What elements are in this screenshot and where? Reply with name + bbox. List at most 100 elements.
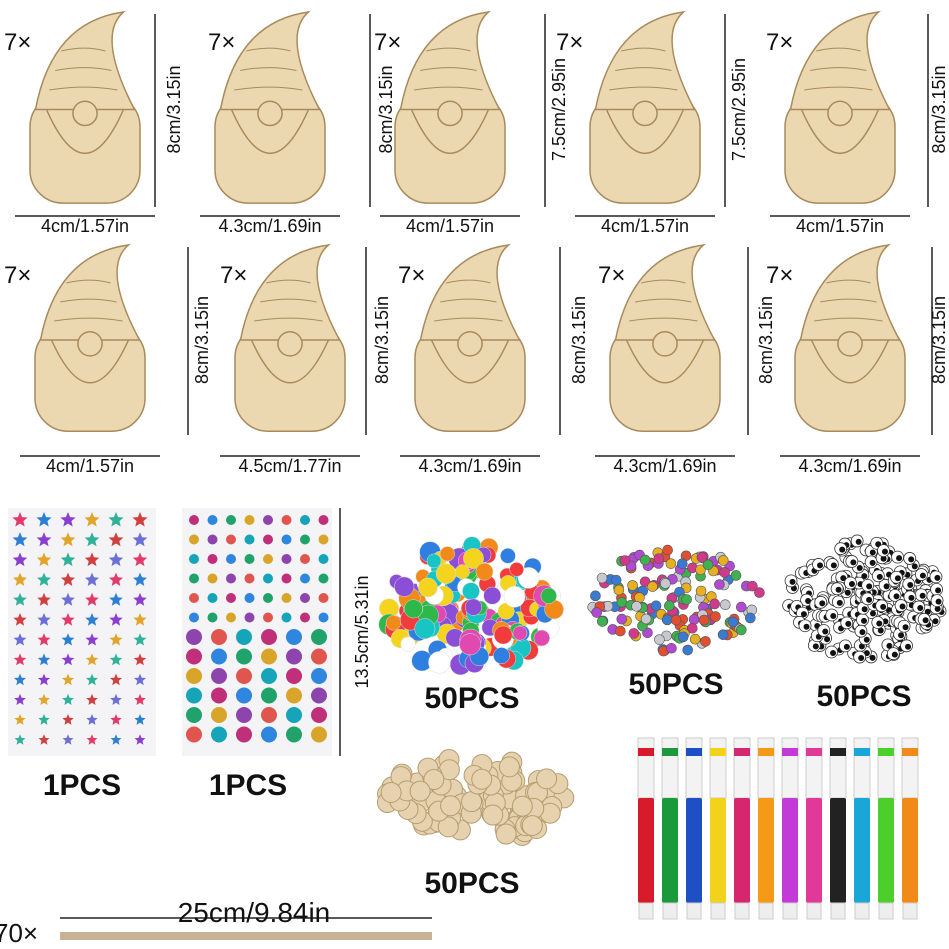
pupil bbox=[922, 617, 929, 624]
pupil bbox=[817, 562, 824, 569]
marker-cap bbox=[805, 737, 823, 799]
pupil bbox=[934, 574, 941, 581]
gnome-width: 4.3cm/1.69in bbox=[418, 456, 521, 476]
gnome-hat bbox=[594, 10, 696, 111]
bell bbox=[676, 558, 688, 569]
pupil bbox=[899, 603, 906, 610]
pupil bbox=[896, 555, 903, 562]
gnome-hat bbox=[614, 243, 716, 341]
star-sticker bbox=[60, 512, 76, 527]
pompom bbox=[512, 625, 528, 641]
star-sticker bbox=[85, 613, 99, 626]
bell bbox=[717, 629, 729, 640]
bell bbox=[590, 590, 601, 602]
bell bbox=[677, 631, 689, 643]
pupil bbox=[855, 538, 862, 545]
gem-sticker bbox=[186, 629, 202, 645]
gem-sticker bbox=[236, 629, 252, 645]
gem-count: 1PCS bbox=[209, 769, 287, 802]
star-sticker bbox=[37, 673, 51, 686]
gem-sticker bbox=[236, 648, 252, 665]
marker-body bbox=[710, 798, 726, 903]
gem-sticker bbox=[281, 593, 292, 603]
marker-body bbox=[854, 798, 870, 903]
gnome bbox=[609, 243, 721, 432]
gem-sticker bbox=[261, 648, 277, 665]
star-sticker bbox=[109, 673, 123, 686]
marker-end bbox=[686, 902, 702, 920]
pupil bbox=[830, 613, 837, 620]
pupil bbox=[803, 623, 810, 630]
pompom bbox=[385, 615, 402, 631]
gem-sticker bbox=[211, 687, 227, 704]
pupil bbox=[902, 624, 909, 631]
pompom bbox=[403, 599, 423, 619]
bead bbox=[511, 795, 533, 817]
gem-sticker bbox=[236, 707, 252, 723]
star-sticker bbox=[62, 693, 74, 705]
bell bbox=[735, 624, 747, 636]
pupil bbox=[869, 610, 876, 617]
pupil bbox=[919, 592, 926, 599]
pompom bbox=[464, 598, 482, 616]
hat-stripe bbox=[621, 47, 666, 52]
eye-count: 50PCS bbox=[816, 680, 911, 713]
gem-sticker bbox=[226, 534, 236, 545]
gem-sticker bbox=[211, 707, 227, 723]
gem-sticker bbox=[318, 534, 329, 545]
gem-sticker bbox=[286, 707, 302, 723]
gnome-height: 8cm/3.15in bbox=[192, 296, 212, 384]
marker-body bbox=[806, 798, 822, 903]
bell bbox=[719, 599, 731, 611]
star-sticker bbox=[133, 592, 147, 606]
gnome bbox=[794, 243, 906, 432]
hat-stripe bbox=[240, 67, 297, 71]
gem-sticker bbox=[311, 726, 327, 743]
bell bbox=[688, 614, 700, 625]
marker-band bbox=[686, 748, 702, 756]
pompom bbox=[459, 633, 482, 656]
bell bbox=[730, 570, 742, 581]
pupil bbox=[911, 563, 918, 570]
gem-sticker bbox=[189, 593, 199, 603]
bell bbox=[616, 613, 628, 625]
pupil bbox=[891, 651, 898, 658]
star-sticker bbox=[37, 572, 51, 586]
gem-sticker bbox=[281, 554, 292, 564]
gnome-count: 7× bbox=[4, 29, 31, 56]
star-sticker bbox=[37, 633, 51, 646]
marker-end bbox=[758, 902, 774, 920]
star-sticker bbox=[61, 633, 75, 646]
star-sticker bbox=[86, 734, 98, 745]
bell bbox=[670, 614, 682, 626]
hat-stripe bbox=[615, 67, 672, 71]
gnome-beard bbox=[800, 109, 880, 154]
bell bbox=[709, 598, 720, 610]
marker-cap bbox=[733, 737, 751, 799]
star-sticker bbox=[61, 613, 75, 626]
gem-sticker bbox=[318, 515, 329, 525]
star-sticker bbox=[85, 633, 99, 646]
pupil bbox=[861, 606, 868, 613]
gem-sticker bbox=[263, 573, 273, 584]
star-sticker bbox=[12, 552, 28, 567]
gem-sticker bbox=[211, 629, 227, 645]
gem-sticker bbox=[318, 573, 329, 584]
hat-stripe bbox=[629, 317, 698, 322]
hat-stripe bbox=[66, 279, 111, 284]
gem-sticker bbox=[244, 612, 255, 623]
pupil bbox=[830, 562, 837, 569]
bell bbox=[639, 554, 651, 566]
gnome-nose bbox=[837, 330, 863, 357]
gem-sticker bbox=[244, 554, 255, 564]
pompom bbox=[493, 625, 513, 645]
pupil bbox=[830, 649, 837, 656]
gem-sticker bbox=[207, 573, 218, 584]
gnome-width: 4.3cm/1.69in bbox=[613, 456, 716, 476]
gem-sticker bbox=[186, 726, 202, 743]
gem-sticker bbox=[311, 668, 327, 684]
bell bbox=[745, 612, 756, 624]
gnome-height: 8cm/3.15in bbox=[569, 296, 589, 384]
gem-sticker bbox=[311, 629, 327, 645]
gnome-nose bbox=[827, 100, 853, 127]
